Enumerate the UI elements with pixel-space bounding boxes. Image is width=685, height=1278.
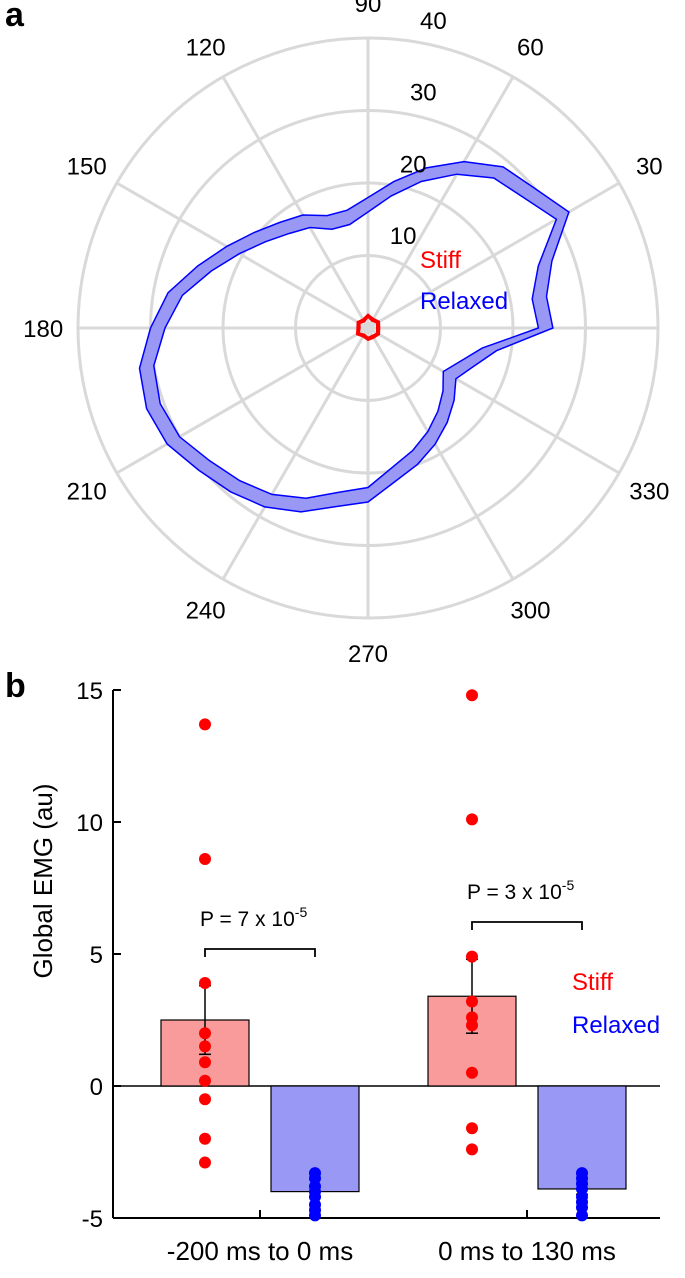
y-tick-label-5: 5 bbox=[90, 942, 103, 969]
significance-bracket-1 bbox=[471, 921, 583, 930]
bar-points bbox=[199, 689, 588, 1222]
point-relaxed-1-7 bbox=[576, 1209, 588, 1222]
significance-bracket-0 bbox=[204, 948, 316, 957]
point-relaxed-0-7 bbox=[309, 1209, 321, 1222]
panel-label-a: a bbox=[5, 0, 25, 34]
p-value-label-0: P = 7 x 10-5 bbox=[200, 904, 307, 931]
polar-angle-label-150: 150 bbox=[67, 154, 107, 181]
point-stiff-1-3 bbox=[466, 995, 478, 1008]
point-stiff-0-5 bbox=[199, 1056, 211, 1069]
bar-relaxed-1 bbox=[537, 1085, 627, 1190]
point-stiff-0-1 bbox=[199, 852, 211, 865]
polar-outer-line-relaxed bbox=[138, 160, 570, 513]
polar-band-relaxed bbox=[139, 161, 569, 512]
polar-series bbox=[138, 160, 570, 513]
polar-legend-stiff: Stiff bbox=[420, 247, 461, 274]
point-stiff-1-8 bbox=[466, 1143, 478, 1156]
x-tick-label-0: -200 ms to 0 ms bbox=[167, 1236, 353, 1266]
polar-spoke-30 bbox=[367, 181, 620, 330]
polar-radial-label-40: 40 bbox=[420, 8, 447, 35]
polar-legend-relaxed: Relaxed bbox=[420, 288, 508, 315]
polar-line-stiff bbox=[356, 313, 380, 341]
polar-angle-label-240: 240 bbox=[186, 597, 226, 624]
point-stiff-0-7 bbox=[199, 1093, 211, 1106]
x-tick-label-1: 0 ms to 130 ms bbox=[438, 1236, 616, 1266]
bar-legend-stiff: Stiff bbox=[572, 969, 613, 996]
polar-labels: 030609012015018021024027030033010203040 bbox=[23, 0, 669, 668]
point-stiff-0-2 bbox=[199, 977, 211, 990]
point-stiff-0-8 bbox=[199, 1132, 211, 1145]
polar-angle-label-120: 120 bbox=[186, 35, 226, 62]
polar-angle-label-300: 300 bbox=[510, 597, 550, 624]
polar-grid bbox=[76, 36, 660, 620]
point-stiff-1-2 bbox=[466, 950, 478, 963]
bar-legend-relaxed: Relaxed bbox=[572, 1012, 660, 1039]
bar-bars bbox=[160, 958, 627, 1198]
polar-spoke-240 bbox=[221, 327, 370, 580]
point-stiff-0-0 bbox=[199, 718, 211, 731]
point-stiff-1-6 bbox=[466, 1066, 478, 1079]
polar-spoke-210 bbox=[116, 326, 369, 475]
polar-angle-label-210: 210 bbox=[67, 478, 107, 505]
y-axis-label: Global EMG (au) bbox=[28, 783, 58, 978]
polar-inner-line-relaxed bbox=[153, 173, 558, 500]
point-stiff-0-6 bbox=[199, 1074, 211, 1087]
polar-angle-label-60: 60 bbox=[517, 35, 544, 62]
point-stiff-1-7 bbox=[466, 1122, 478, 1135]
point-stiff-0-4 bbox=[199, 1040, 211, 1053]
polar-radial-label-30: 30 bbox=[410, 80, 437, 107]
polar-spoke-150 bbox=[116, 181, 369, 330]
polar-spoke-60 bbox=[366, 76, 515, 329]
point-stiff-1-0 bbox=[466, 689, 478, 702]
polar-angle-label-330: 330 bbox=[629, 478, 669, 505]
y-tick-label-0: 0 bbox=[90, 1074, 103, 1101]
bar-annotations: P = 7 x 10-5 P = 3 x 10-5 bbox=[200, 877, 583, 957]
bar-axes: -5 0 5 10 15 -200 ms to 0 ms 0 ms to 130 ms bbox=[76, 678, 660, 1266]
polar-angle-label-90: 90 bbox=[355, 0, 382, 18]
y-tick-label-15: 15 bbox=[76, 678, 103, 705]
polar-angle-label-270: 270 bbox=[348, 641, 388, 668]
polar-angle-label-30: 30 bbox=[636, 154, 663, 181]
polar-spoke-300 bbox=[366, 327, 515, 580]
polar-radial-label-20: 20 bbox=[400, 151, 427, 178]
panel-label-b: b bbox=[5, 667, 26, 705]
point-stiff-0-9 bbox=[199, 1156, 211, 1169]
point-stiff-1-1 bbox=[466, 813, 478, 826]
y-tick-label-10: 10 bbox=[76, 810, 103, 837]
y-tick-label--5: -5 bbox=[82, 1206, 103, 1233]
point-stiff-1-5 bbox=[466, 1019, 478, 1032]
polar-spoke-120 bbox=[221, 76, 370, 329]
p-value-label-1: P = 3 x 10-5 bbox=[467, 877, 574, 904]
polar-spoke-330 bbox=[367, 326, 620, 475]
point-stiff-0-3 bbox=[199, 1027, 211, 1040]
polar-radial-label-10: 10 bbox=[390, 223, 417, 250]
polar-angle-label-180: 180 bbox=[23, 316, 63, 343]
